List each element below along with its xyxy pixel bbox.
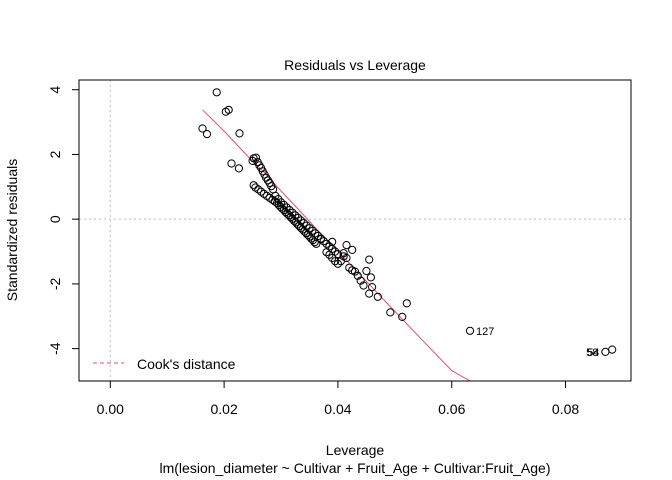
data-point [373, 292, 382, 301]
x-axis-label: Leverage [326, 442, 385, 458]
data-point [608, 345, 617, 354]
data-points [198, 88, 617, 356]
data-point [601, 347, 610, 356]
data-point [345, 263, 354, 272]
data-point [331, 257, 340, 266]
data-point [312, 239, 321, 248]
data-point [328, 237, 337, 246]
data-point [254, 185, 263, 194]
data-point [249, 181, 258, 190]
data-point [279, 200, 288, 209]
data-point [255, 161, 264, 170]
x-axis: 0.00 0.02 0.04 0.06 0.08 [97, 380, 579, 417]
data-point [353, 271, 362, 280]
y-tick-label: 0 [47, 215, 63, 223]
x-tick-label: 0.08 [552, 401, 579, 417]
data-point [282, 203, 291, 212]
data-point [316, 235, 325, 244]
data-point [322, 248, 331, 257]
y-axis-label: Standardized residuals [4, 159, 20, 301]
data-point [291, 211, 300, 220]
data-point [263, 176, 272, 185]
legend: Cook's distance [93, 356, 236, 372]
data-point [350, 267, 360, 276]
data-point [294, 213, 303, 222]
chart-title: Residuals vs Leverage [284, 57, 426, 73]
y-tick-label: 4 [47, 86, 63, 94]
data-point [212, 88, 221, 97]
data-point [305, 224, 314, 233]
data-point [251, 153, 261, 162]
data-point [359, 281, 368, 290]
data-point [235, 129, 244, 138]
plot-frame [78, 79, 632, 382]
data-point [227, 159, 236, 168]
point-label: 58 [586, 347, 598, 359]
y-tick-label: -2 [47, 277, 63, 290]
data-point [365, 255, 374, 264]
data-point [402, 299, 411, 308]
y-axis: -4 -2 0 2 4 [47, 86, 80, 355]
x-tick-label: 0.02 [210, 401, 237, 417]
data-point [296, 216, 305, 225]
data-point [366, 273, 375, 282]
data-point [348, 245, 357, 254]
data-point [465, 326, 475, 335]
data-point [308, 226, 317, 235]
smooth-line-group [202, 109, 471, 382]
data-point [322, 239, 331, 248]
data-point [339, 252, 348, 261]
data-point [299, 219, 308, 228]
data-point [356, 276, 365, 285]
data-point [302, 221, 311, 230]
x-tick-label: 0.06 [438, 401, 465, 417]
data-point [311, 229, 320, 238]
data-point [285, 206, 294, 215]
data-point [288, 208, 297, 217]
legend-label: Cook's distance [137, 356, 236, 372]
data-point [234, 164, 243, 173]
data-point [319, 237, 328, 246]
data-point [386, 308, 395, 317]
data-point [365, 289, 374, 298]
model-formula: lm(lesion_diameter ~ Cultivar + Fruit_Ag… [160, 460, 551, 476]
data-point [202, 130, 212, 139]
point-label: 127 [476, 326, 494, 338]
data-point [339, 249, 348, 258]
data-point [342, 241, 351, 250]
smooth-line [202, 109, 471, 382]
data-point [257, 187, 266, 196]
x-tick-label: 0.00 [97, 401, 124, 417]
y-tick-label: 2 [47, 150, 63, 158]
data-point [368, 283, 377, 292]
data-point [198, 124, 207, 133]
data-point [398, 312, 407, 321]
data-point [333, 259, 342, 268]
data-point [362, 266, 371, 276]
data-point [333, 250, 342, 259]
x-tick-label: 0.04 [324, 401, 351, 417]
data-point [276, 198, 286, 207]
reference-lines [79, 80, 631, 381]
y-tick-label: -4 [47, 342, 63, 355]
data-point [224, 105, 233, 114]
point-label: 54 [587, 347, 599, 359]
